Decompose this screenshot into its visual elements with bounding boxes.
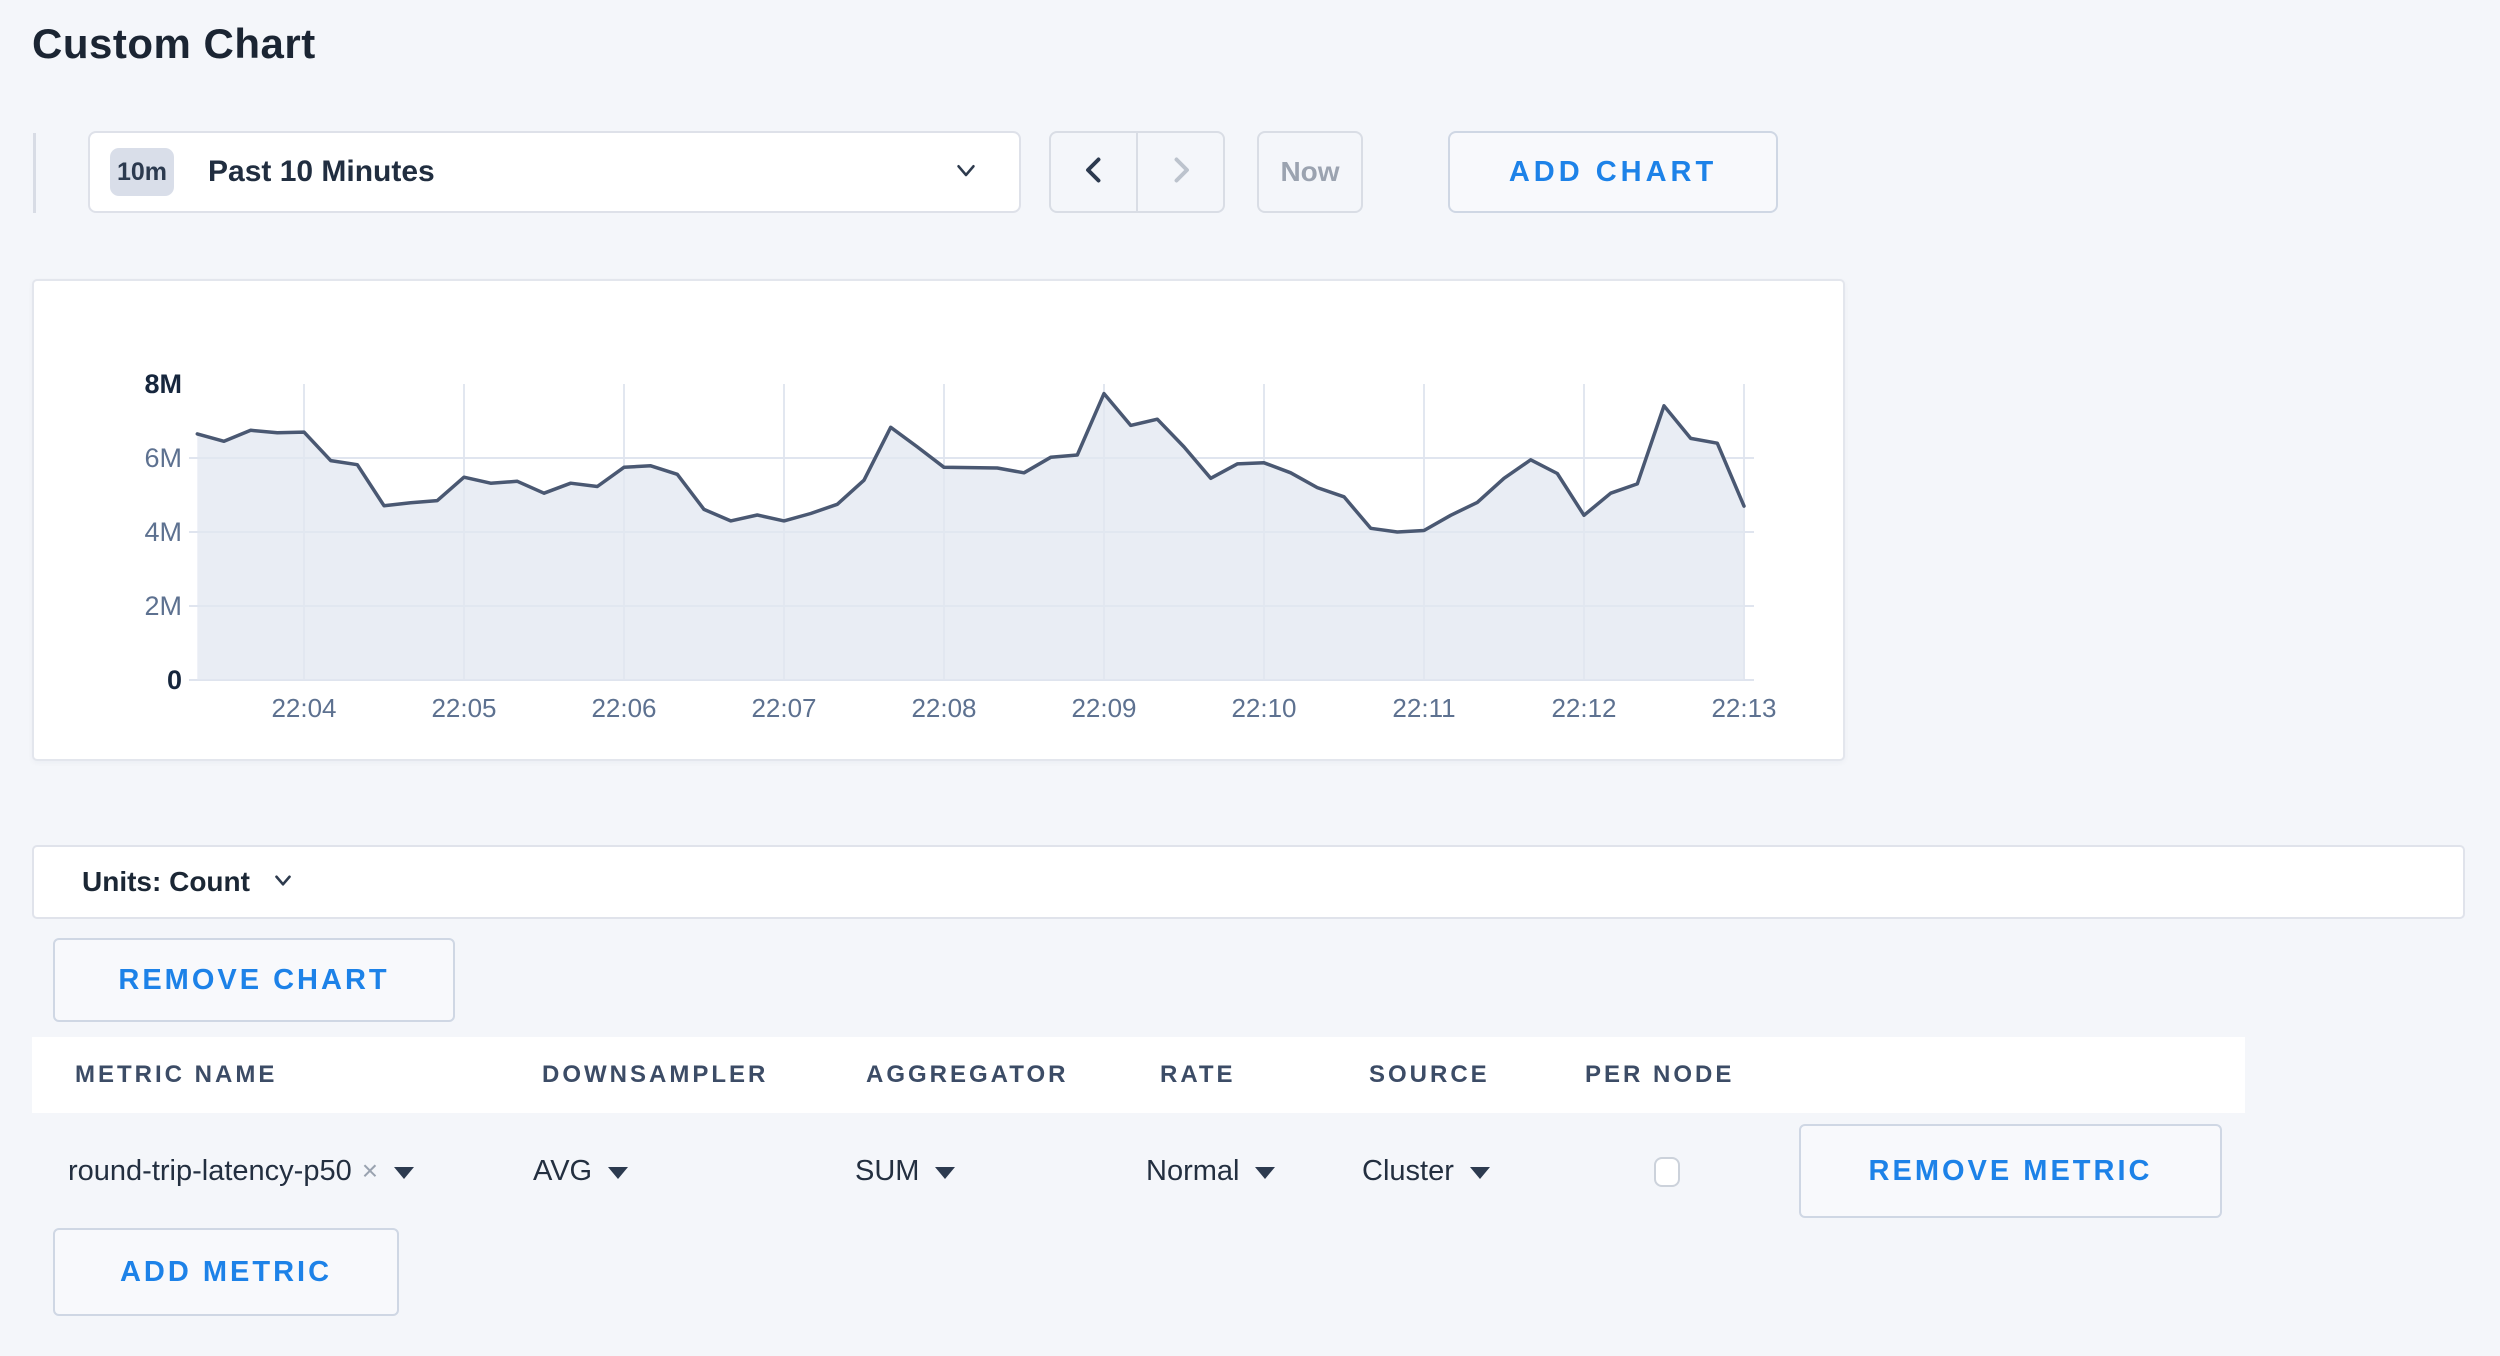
y-tick-label: 8M (144, 369, 182, 399)
metric-name-value: round-trip-latency-p50 (68, 1154, 352, 1187)
page-title: Custom Chart (32, 20, 316, 67)
chevron-down-icon (270, 867, 296, 898)
rate-value: Normal (1146, 1154, 1240, 1187)
header-per-node: PER NODE (1585, 1061, 1735, 1088)
y-axis-labels: 0 2M 4M 6M 8M (62, 281, 182, 759)
chevron-down-icon (951, 155, 981, 190)
time-range-dropdown[interactable]: 10m Past 10 Minutes (88, 131, 1021, 213)
metric-name-select[interactable]: round-trip-latency-p50 × (68, 1147, 415, 1195)
aggregator-value: SUM (855, 1154, 920, 1187)
prev-time-button[interactable] (1051, 133, 1138, 211)
units-dropdown[interactable]: Units: Count (32, 845, 2465, 919)
chart-plot-svg (189, 384, 1754, 681)
metrics-table-header: METRIC NAME DOWNSAMPLER AGGREGATOR RATE … (32, 1037, 2245, 1113)
clear-metric-icon[interactable]: × (361, 1155, 379, 1186)
aggregator-select[interactable]: SUM (855, 1147, 956, 1195)
x-tick-label: 22:08 (911, 693, 977, 723)
downsampler-select[interactable]: AVG (533, 1147, 629, 1195)
time-range-label: Past 10 Minutes (208, 155, 435, 188)
remove-metric-button[interactable]: REMOVE METRIC (1799, 1124, 2222, 1218)
add-metric-button[interactable]: ADD METRIC (53, 1228, 399, 1316)
y-tick-label: 0 (166, 665, 182, 695)
toolbar-accent-divider (33, 133, 36, 213)
caret-down-icon (935, 1167, 956, 1179)
x-tick-label: 22:12 (1551, 693, 1617, 723)
header-downsampler: DOWNSAMPLER (542, 1061, 769, 1088)
x-tick-label: 22:10 (1231, 693, 1297, 723)
x-tick-label: 22:04 (271, 693, 337, 723)
y-tick-label: 6M (144, 443, 182, 473)
time-scale-badge: 10m (110, 148, 174, 196)
caret-down-icon (394, 1167, 415, 1179)
rate-select[interactable]: Normal (1146, 1147, 1276, 1195)
x-tick-label: 22:07 (751, 693, 817, 723)
source-value: Cluster (1362, 1154, 1454, 1187)
now-button[interactable]: Now (1257, 131, 1363, 213)
header-rate: RATE (1160, 1061, 1236, 1088)
chart-card: 0 2M 4M 6M 8M 22:04 22:05 22:06 22:07 22:08 22:09… (32, 279, 1845, 761)
header-aggregator: AGGREGATOR (866, 1061, 1069, 1088)
caret-down-icon (1255, 1167, 1276, 1179)
header-source: SOURCE (1369, 1061, 1490, 1088)
downsampler-value: AVG (533, 1154, 593, 1187)
x-tick-label: 22:11 (1392, 693, 1456, 723)
x-tick-label: 22:09 (1071, 693, 1137, 723)
per-node-checkbox[interactable] (1654, 1157, 1680, 1187)
x-axis-labels: 22:04 22:05 22:06 22:07 22:08 22:09 22:10 22:11… (34, 693, 1843, 729)
time-step-button-group (1049, 131, 1225, 213)
x-tick-label: 22:13 (1711, 693, 1777, 723)
x-tick-label: 22:05 (431, 693, 497, 723)
chevron-left-icon (1076, 152, 1112, 193)
remove-chart-button[interactable]: REMOVE CHART (53, 938, 455, 1022)
source-select[interactable]: Cluster (1362, 1147, 1490, 1195)
chevron-right-icon (1163, 152, 1199, 193)
units-label: Units: Count (82, 866, 250, 897)
y-tick-label: 2M (144, 591, 182, 621)
next-time-button[interactable] (1138, 133, 1223, 211)
y-tick-label: 4M (144, 517, 182, 547)
header-metric-name: METRIC NAME (75, 1061, 278, 1088)
add-chart-button[interactable]: ADD CHART (1448, 131, 1778, 213)
x-tick-label: 22:06 (591, 693, 657, 723)
caret-down-icon (608, 1167, 629, 1179)
caret-down-icon (1469, 1167, 1490, 1179)
